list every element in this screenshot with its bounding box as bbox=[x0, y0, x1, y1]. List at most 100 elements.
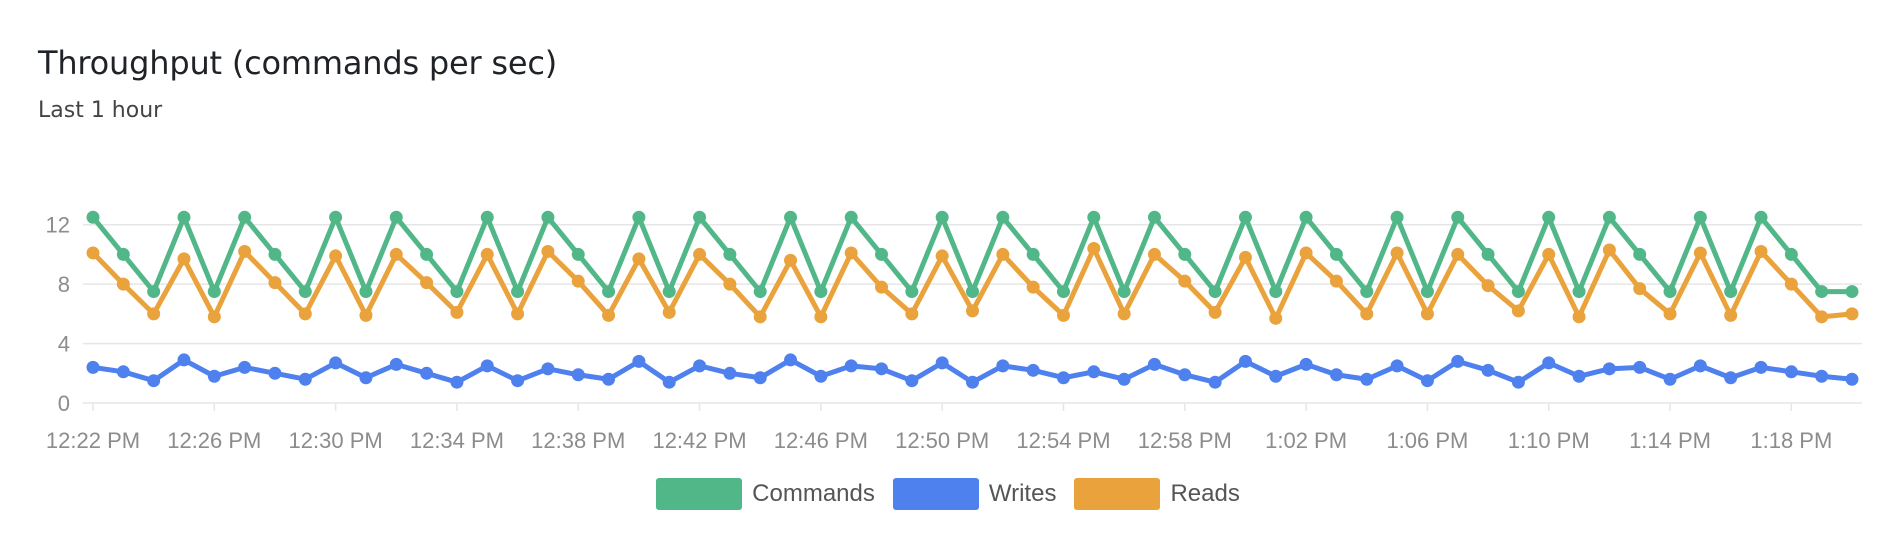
y-tick-label: 8 bbox=[58, 272, 70, 297]
reads-data-point bbox=[1329, 274, 1343, 288]
writes-data-point bbox=[1299, 357, 1313, 371]
writes-data-point bbox=[541, 362, 555, 376]
reads-data-point bbox=[1542, 247, 1556, 261]
commands-data-point bbox=[1481, 247, 1495, 261]
writes-data-point bbox=[602, 372, 616, 386]
reads-data-point bbox=[1815, 310, 1829, 324]
writes-data-point bbox=[207, 369, 221, 383]
writes-data-point bbox=[1663, 372, 1677, 386]
reads-data-point bbox=[1117, 307, 1131, 321]
reads-data-point bbox=[177, 252, 191, 266]
commands-data-point bbox=[1208, 285, 1222, 299]
legend-item-writes[interactable]: Writes bbox=[892, 478, 1056, 510]
reads-data-point bbox=[753, 310, 767, 324]
commands-data-point bbox=[1602, 210, 1616, 224]
x-tick-label: 12:58 PM bbox=[1138, 428, 1232, 453]
writes-data-point bbox=[1633, 360, 1647, 374]
writes-data-point bbox=[1269, 369, 1283, 383]
reads-data-point bbox=[329, 249, 343, 263]
reads-data-point bbox=[723, 277, 737, 291]
writes-data-point bbox=[662, 375, 676, 389]
reads-data-point bbox=[1056, 308, 1070, 322]
x-tick-label: 12:50 PM bbox=[895, 428, 989, 453]
reads-data-point bbox=[571, 274, 585, 288]
reads-data-point bbox=[844, 246, 858, 260]
chart-title: Throughput (commands per sec) bbox=[38, 44, 558, 82]
chart-legend: Commands Writes Reads bbox=[0, 478, 1896, 510]
writes-data-point bbox=[1087, 365, 1101, 379]
commands-data-point bbox=[450, 285, 464, 299]
legend-label-reads: Reads bbox=[1170, 480, 1240, 507]
reads-data-point bbox=[1026, 280, 1040, 294]
legend-swatch-commands bbox=[656, 478, 743, 510]
reads-data-point bbox=[875, 280, 889, 294]
reads-data-point bbox=[1390, 246, 1404, 260]
writes-data-point bbox=[1056, 371, 1070, 385]
commands-data-point bbox=[1238, 210, 1252, 224]
commands-data-point bbox=[1026, 247, 1040, 261]
commands-data-point bbox=[723, 247, 737, 261]
commands-data-point bbox=[116, 247, 130, 261]
legend-item-commands[interactable]: Commands bbox=[656, 478, 875, 510]
reads-data-point bbox=[1208, 305, 1222, 319]
x-tick-label: 1:14 PM bbox=[1629, 428, 1711, 453]
writes-data-point bbox=[1026, 363, 1040, 377]
reads-data-point bbox=[238, 244, 252, 258]
commands-data-point bbox=[389, 210, 403, 224]
commands-data-point bbox=[1754, 210, 1768, 224]
commands-data-point bbox=[753, 285, 767, 299]
commands-data-point bbox=[1360, 285, 1374, 299]
reads-data-point bbox=[935, 249, 949, 263]
commands-data-point bbox=[1815, 285, 1829, 299]
commands-data-point bbox=[1724, 285, 1738, 299]
writes-data-point bbox=[814, 369, 828, 383]
reads-data-point bbox=[86, 246, 100, 260]
writes-data-point bbox=[1147, 357, 1161, 371]
writes-data-point bbox=[1693, 359, 1707, 373]
writes-data-point bbox=[753, 371, 767, 385]
x-tick-label: 1:18 PM bbox=[1750, 428, 1832, 453]
commands-data-point bbox=[996, 210, 1010, 224]
reads-data-point bbox=[207, 310, 221, 324]
reads-data-point bbox=[268, 276, 282, 290]
commands-data-point bbox=[1633, 247, 1647, 261]
commands-data-point bbox=[1572, 285, 1586, 299]
legend-swatch-writes bbox=[892, 478, 979, 510]
writes-data-point bbox=[268, 366, 282, 380]
y-tick-label: 4 bbox=[58, 332, 70, 357]
commands-data-point bbox=[784, 210, 798, 224]
reads-data-point bbox=[116, 277, 130, 291]
writes-data-point bbox=[1117, 372, 1131, 386]
writes-data-point bbox=[632, 354, 646, 368]
reads-data-point bbox=[1451, 247, 1465, 261]
x-tick-label: 12:30 PM bbox=[289, 428, 383, 453]
commands-data-point bbox=[1542, 210, 1556, 224]
x-tick-label: 12:34 PM bbox=[410, 428, 504, 453]
throughput-line-chart: 0 4 8 12 12:22 PM 12:26 PM 12:30 PM 12:34 PM 12:… bbox=[46, 210, 1862, 453]
commands-data-point bbox=[905, 285, 919, 299]
legend-item-reads[interactable]: Reads bbox=[1074, 478, 1240, 510]
commands-data-point bbox=[1329, 247, 1343, 261]
writes-data-point bbox=[784, 353, 798, 367]
writes-data-point bbox=[693, 359, 707, 373]
commands-data-point bbox=[511, 285, 525, 299]
writes-data-point bbox=[1481, 363, 1495, 377]
commands-data-point bbox=[1390, 210, 1404, 224]
writes-data-point bbox=[1784, 365, 1798, 379]
x-tick-label: 12:42 PM bbox=[652, 428, 746, 453]
chart-subtitle: Last 1 hour bbox=[38, 98, 163, 123]
commands-data-point bbox=[662, 285, 676, 299]
commands-data-point bbox=[1299, 210, 1313, 224]
commands-data-point bbox=[814, 285, 828, 299]
commands-data-point bbox=[966, 285, 979, 299]
legend-swatch-reads bbox=[1074, 478, 1161, 510]
reads-data-point bbox=[298, 307, 312, 321]
writes-data-point bbox=[875, 362, 889, 376]
y-tick-label: 12 bbox=[46, 213, 70, 238]
commands-data-point bbox=[1087, 210, 1101, 224]
writes-data-point bbox=[1754, 360, 1768, 374]
commands-data-point bbox=[935, 210, 949, 224]
writes-data-point bbox=[996, 359, 1010, 373]
commands-data-point bbox=[632, 210, 646, 224]
